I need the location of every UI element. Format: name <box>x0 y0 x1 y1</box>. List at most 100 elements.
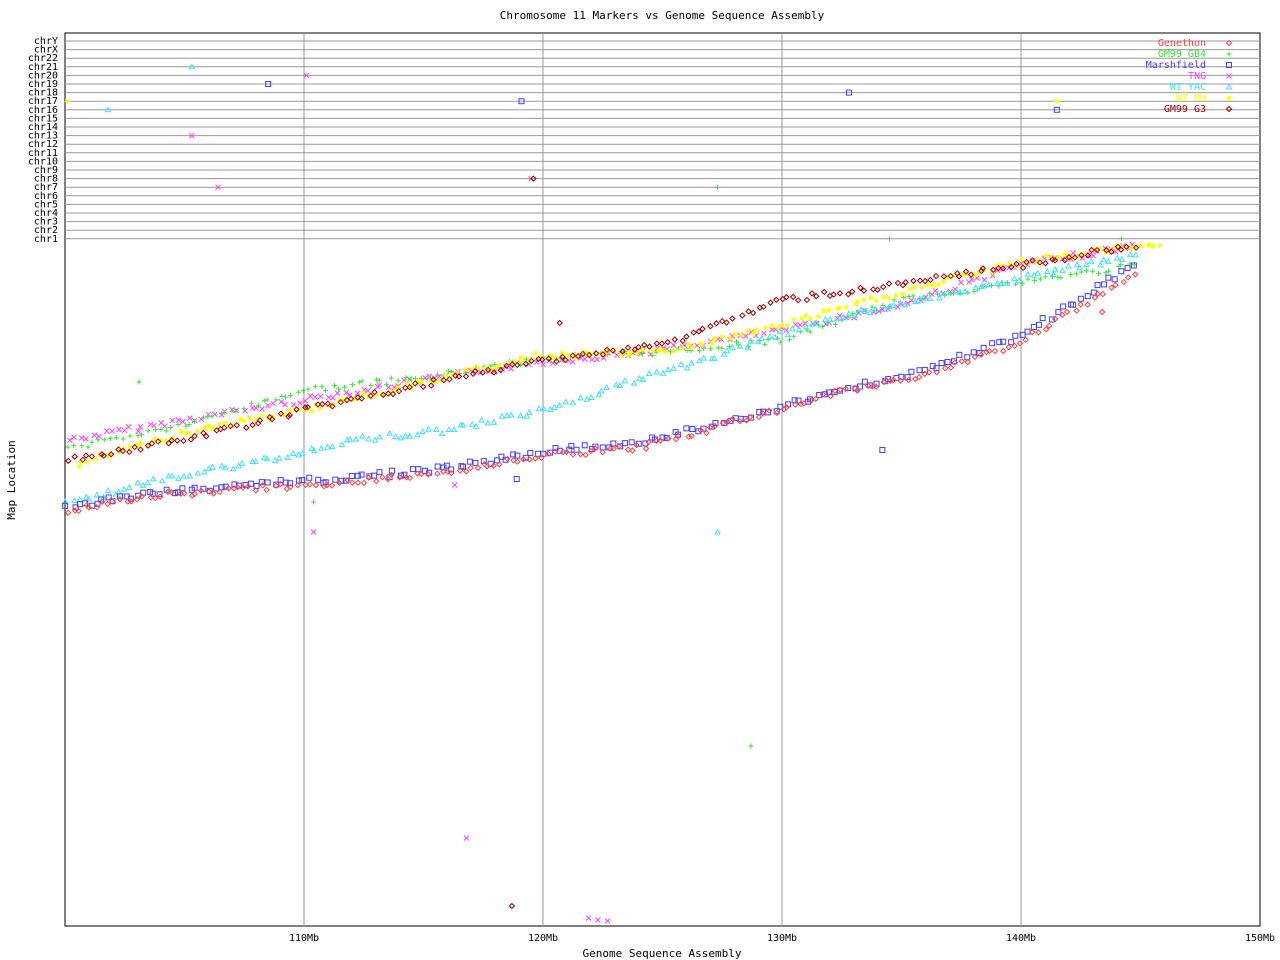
marker-square <box>253 482 260 489</box>
marker-square <box>498 453 505 460</box>
marker-square <box>1069 301 1076 308</box>
marker-diamond <box>739 312 746 319</box>
marker-diamond <box>526 456 533 463</box>
marker-triangle <box>222 464 230 471</box>
marker-square <box>689 426 696 433</box>
marker-plus <box>989 283 995 289</box>
marker-square <box>156 491 163 498</box>
marker-diamond <box>792 401 799 408</box>
marker-diamond <box>585 351 593 359</box>
marker-triangle <box>972 284 979 291</box>
marker-diamond <box>947 272 954 280</box>
marker-square <box>94 500 101 507</box>
marker-star <box>784 322 790 328</box>
marker-plus <box>492 361 498 367</box>
marker-square <box>179 485 186 492</box>
marker-diamond <box>64 509 72 516</box>
marker-triangle <box>1034 269 1042 276</box>
marker-triangle <box>150 475 157 482</box>
marker-x <box>303 72 310 79</box>
marker-plus <box>221 410 227 416</box>
marker-diamond <box>783 404 790 411</box>
marker-diamond <box>180 437 187 445</box>
marker-square <box>174 489 181 496</box>
marker-diamond <box>749 309 757 317</box>
marker-diamond <box>610 445 617 452</box>
marker-diamond <box>259 482 266 489</box>
marker-diamond <box>349 479 356 486</box>
marker-star <box>873 298 879 304</box>
marker-diamond <box>539 356 546 363</box>
marker-diamond <box>93 503 100 511</box>
marker-triangle <box>120 485 128 492</box>
marker-plus <box>891 297 897 303</box>
chr-label: chr18 <box>28 88 58 99</box>
marker-square <box>258 479 265 486</box>
marker-triangle <box>365 435 372 442</box>
marker-square <box>1012 332 1019 339</box>
marker-diamond <box>1013 260 1020 268</box>
marker-diamond <box>462 373 470 380</box>
marker-star <box>415 378 421 384</box>
legend-label: WI YAC <box>1170 82 1206 93</box>
marker-diamond <box>579 350 587 358</box>
marker-star <box>64 98 70 104</box>
marker-square <box>568 442 575 449</box>
marker-diamond <box>1019 264 1027 272</box>
marker-diamond <box>304 403 311 411</box>
marker-x <box>958 279 964 286</box>
marker-x <box>307 393 314 399</box>
marker-diamond <box>609 347 617 354</box>
marker-diamond <box>574 352 582 360</box>
marker-star <box>769 323 775 329</box>
marker-square <box>409 466 416 473</box>
marker-triangle <box>710 354 718 361</box>
marker-star <box>1032 258 1038 264</box>
marker-square <box>1118 268 1125 275</box>
marker-x <box>822 321 829 327</box>
marker-square <box>1053 106 1060 113</box>
marker-triangle <box>747 337 754 344</box>
marker-star <box>935 282 941 288</box>
marker-x <box>604 918 611 924</box>
marker-diamond <box>603 346 611 353</box>
marker-diamond <box>191 432 198 440</box>
marker-diamond <box>910 277 917 285</box>
legend-label: GM99 G3 <box>1164 104 1206 115</box>
marker-triangle <box>612 381 620 388</box>
marker-triangle <box>1073 261 1081 268</box>
marker-diamond <box>1008 263 1015 271</box>
marker-triangle <box>517 412 524 419</box>
marker-diamond <box>921 277 929 285</box>
marker-triangle <box>125 483 133 490</box>
marker-diamond <box>885 280 893 287</box>
marker-plus <box>714 184 720 190</box>
marker-triangle <box>139 481 147 488</box>
marker-diamond <box>1042 260 1049 267</box>
marker-star <box>405 380 411 386</box>
marker-star <box>1055 254 1061 260</box>
marker-star <box>821 308 827 314</box>
marker-diamond <box>244 483 252 490</box>
marker-diamond <box>463 468 470 475</box>
marker-star <box>995 262 1001 268</box>
marker-diamond <box>152 494 159 502</box>
marker-diamond <box>131 443 138 451</box>
marker-diamond <box>711 422 719 430</box>
marker-diamond <box>324 400 332 407</box>
marker-x <box>422 375 428 381</box>
marker-diamond <box>148 440 156 447</box>
marker-diamond <box>456 467 464 474</box>
marker-square <box>938 360 945 367</box>
marker-diamond <box>955 273 963 280</box>
marker-x <box>310 529 317 535</box>
marker-diamond <box>302 404 309 411</box>
marker-square <box>628 439 635 446</box>
marker-star <box>1018 257 1024 263</box>
marker-square <box>332 476 339 483</box>
marker-diamond <box>1114 243 1122 251</box>
marker-star <box>253 417 259 423</box>
marker-triangle <box>729 343 736 350</box>
marker-square <box>1035 321 1042 328</box>
marker-square <box>371 472 378 479</box>
